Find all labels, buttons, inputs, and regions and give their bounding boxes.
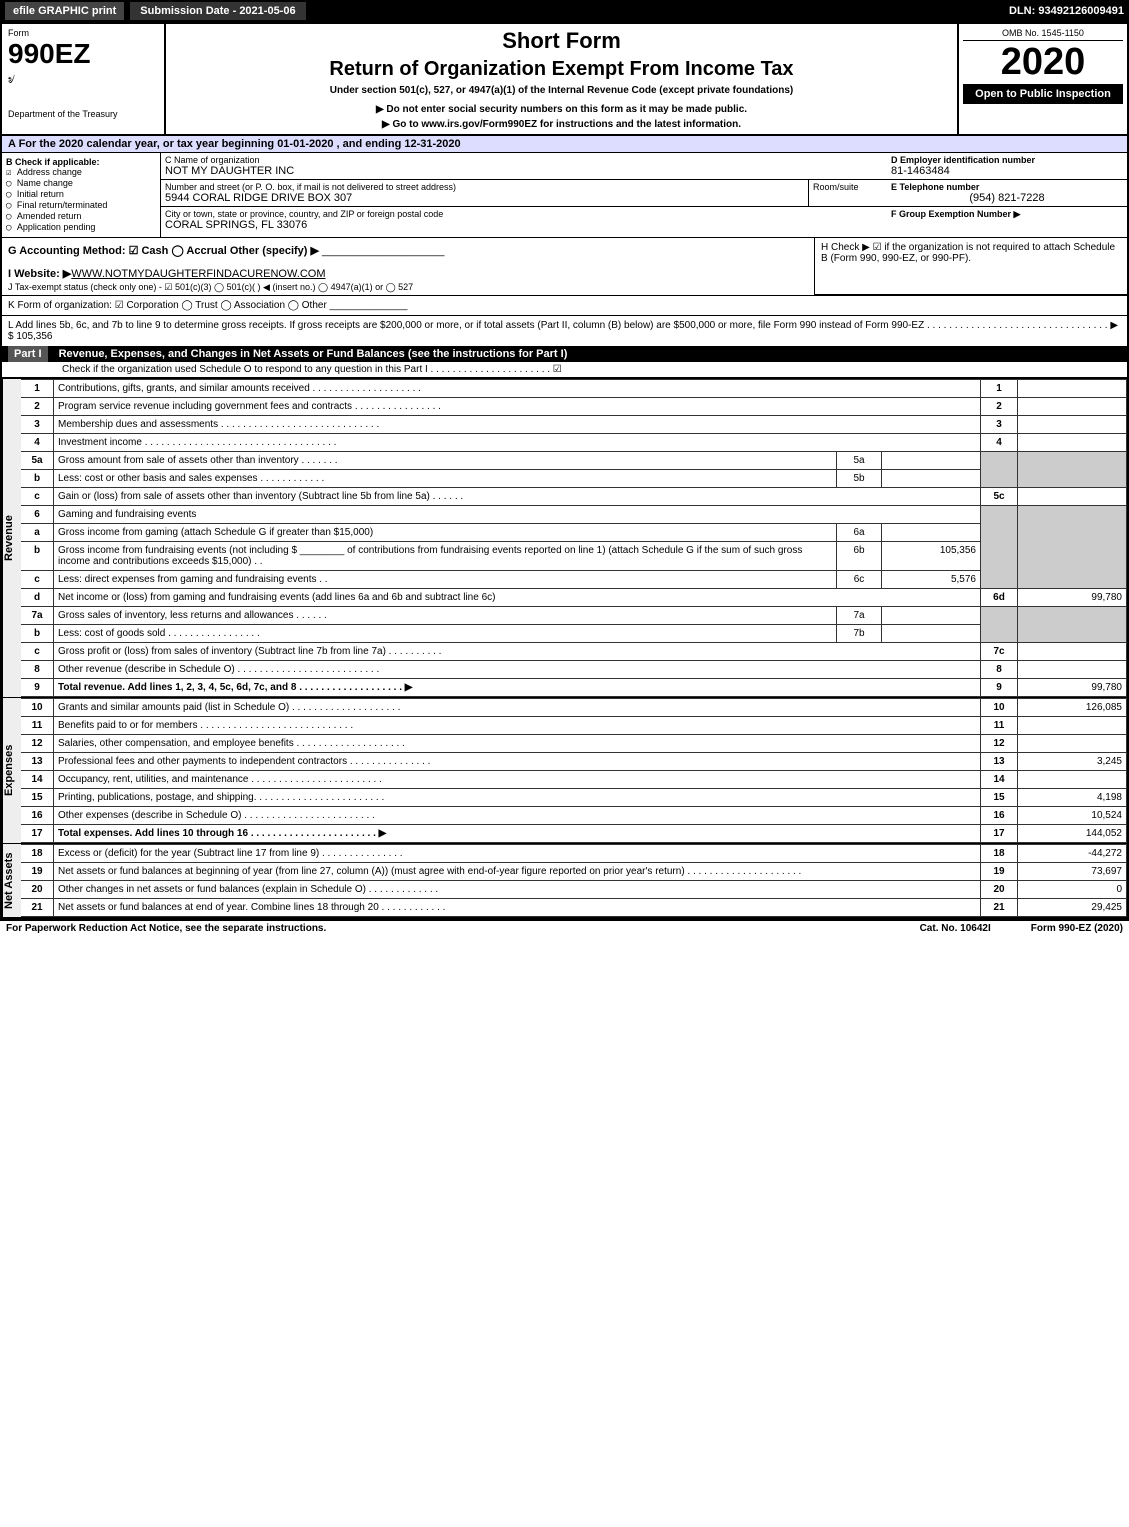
line-13: Professional fees and other payments to …	[54, 753, 981, 771]
val-6c: 5,576	[882, 571, 981, 589]
line-16: Other expenses (describe in Schedule O) …	[54, 807, 981, 825]
omb: OMB No. 1545-1150	[963, 28, 1123, 41]
ein-label: D Employer identification number	[891, 155, 1123, 165]
check-address[interactable]: ☑ Address change	[6, 167, 156, 178]
line-18: Excess or (deficit) for the year (Subtra…	[54, 845, 981, 863]
h-check: H Check ▶ ☑ if the organization is not r…	[814, 238, 1127, 295]
line-8: Other revenue (describe in Schedule O) .…	[54, 661, 981, 679]
line-5c: Gain or (loss) from sale of assets other…	[54, 488, 981, 506]
line-20: Other changes in net assets or fund bala…	[54, 881, 981, 899]
netassets-label: Net Assets	[2, 844, 21, 917]
line-14: Occupancy, rent, utilities, and maintena…	[54, 771, 981, 789]
dept-label: Department of the Treasury	[8, 109, 158, 119]
open-inspection: Open to Public Inspection	[963, 84, 1123, 104]
org-name: NOT MY DAUGHTER INC	[165, 165, 883, 177]
line-6b: Gross income from fundraising events (no…	[54, 542, 837, 571]
line-7a: Gross sales of inventory, less returns a…	[54, 607, 837, 625]
line-2: Program service revenue including govern…	[54, 398, 981, 416]
title-return: Return of Organization Exempt From Incom…	[170, 58, 953, 81]
accounting-method: G Accounting Method: ☑ Cash ◯ Accrual Ot…	[8, 244, 808, 257]
line-11: Benefits paid to or for members . . . . …	[54, 717, 981, 735]
period-line: A For the 2020 calendar year, or tax yea…	[2, 136, 1127, 153]
check-final[interactable]: ◯ Final return/terminated	[6, 200, 156, 211]
street: 5944 CORAL RIDGE DRIVE BOX 307	[165, 192, 804, 204]
part1-header: Part I Revenue, Expenses, and Changes in…	[2, 346, 1127, 362]
footer-left: For Paperwork Reduction Act Notice, see …	[6, 923, 326, 934]
line-3: Membership dues and assessments . . . . …	[54, 416, 981, 434]
line-5b: Less: cost or other basis and sales expe…	[54, 470, 837, 488]
line-21: Net assets or fund balances at end of ye…	[54, 899, 981, 917]
form-990ez: Form 990EZ ৶ Department of the Treasury …	[0, 22, 1129, 919]
line-9: Total revenue. Add lines 1, 2, 3, 4, 5c,…	[54, 679, 981, 697]
c-label: C Name of organization	[165, 155, 883, 165]
check-pending[interactable]: ◯ Application pending	[6, 222, 156, 233]
footer: For Paperwork Reduction Act Notice, see …	[0, 919, 1129, 936]
val-19: 73,697	[1018, 863, 1127, 881]
line-7c: Gross profit or (loss) from sales of inv…	[54, 643, 981, 661]
footer-cat: Cat. No. 10642I	[920, 923, 991, 934]
check-amended[interactable]: ◯ Amended return	[6, 211, 156, 222]
group-exempt-label: F Group Exemption Number ▶	[891, 209, 1123, 220]
val-10: 126,085	[1018, 699, 1127, 717]
val-21: 29,425	[1018, 899, 1127, 917]
val-9: 99,780	[1018, 679, 1127, 697]
line-5a: Gross amount from sale of assets other t…	[54, 452, 837, 470]
form-number: 990EZ	[8, 38, 158, 70]
line-19: Net assets or fund balances at beginning…	[54, 863, 981, 881]
tax-exempt-status: J Tax-exempt status (check only one) - ☑…	[8, 282, 808, 293]
efile-print-button[interactable]: efile GRAPHIC print	[5, 2, 124, 20]
expenses-label: Expenses	[2, 698, 21, 843]
warning: ▶ Do not enter social security numbers o…	[170, 104, 953, 115]
line-6c: Less: direct expenses from gaming and fu…	[54, 571, 837, 589]
website-row: I Website: ▶WWW.NOTMYDAUGHTERFINDACURENO…	[8, 267, 808, 280]
line-1: Contributions, gifts, grants, and simila…	[54, 380, 981, 398]
line-7b: Less: cost of goods sold . . . . . . . .…	[54, 625, 837, 643]
line-12: Salaries, other compensation, and employ…	[54, 735, 981, 753]
line-10: Grants and similar amounts paid (list in…	[54, 699, 981, 717]
val-17: 144,052	[1018, 825, 1127, 843]
room-label: Room/suite	[809, 180, 887, 206]
line-6a: Gross income from gaming (attach Schedul…	[54, 524, 837, 542]
title-short-form: Short Form	[170, 28, 953, 54]
check-name[interactable]: ◯ Name change	[6, 178, 156, 189]
street-label: Number and street (or P. O. box, if mail…	[165, 182, 804, 192]
footer-form: Form 990-EZ (2020)	[1031, 923, 1123, 934]
top-bar: efile GRAPHIC print Submission Date - 20…	[0, 0, 1129, 22]
line-6: Gaming and fundraising events	[54, 506, 981, 524]
submission-date: Submission Date - 2021-05-06	[130, 2, 305, 20]
val-15: 4,198	[1018, 789, 1127, 807]
val-6b: 105,356	[882, 542, 981, 571]
city: CORAL SPRINGS, FL 33076	[165, 219, 883, 231]
val-6d: 99,780	[1018, 589, 1127, 607]
val-20: 0	[1018, 881, 1127, 899]
city-label: City or town, state or province, country…	[165, 209, 883, 219]
goto-link[interactable]: ▶ Go to www.irs.gov/Form990EZ for instru…	[170, 119, 953, 130]
line-4: Investment income . . . . . . . . . . . …	[54, 434, 981, 452]
website-link[interactable]: WWW.NOTMYDAUGHTERFINDACURENOW.COM	[71, 268, 325, 280]
phone-label: E Telephone number	[891, 182, 1123, 192]
val-18: -44,272	[1018, 845, 1127, 863]
subtitle: Under section 501(c), 527, or 4947(a)(1)…	[170, 85, 953, 96]
val-13: 3,245	[1018, 753, 1127, 771]
dln: DLN: 93492126009491	[1009, 5, 1124, 17]
phone: (954) 821-7228	[891, 192, 1123, 204]
line-6d: Net income or (loss) from gaming and fun…	[54, 589, 981, 607]
ein: 81-1463484	[891, 165, 1123, 177]
val-16: 10,524	[1018, 807, 1127, 825]
k-form-org: K Form of organization: ☑ Corporation ◯ …	[2, 296, 1127, 316]
tax-year: 2020	[963, 41, 1123, 84]
b-label: B Check if applicable:	[6, 157, 156, 167]
part1-scho: Check if the organization used Schedule …	[2, 362, 1127, 378]
l-gross-receipts: L Add lines 5b, 6c, and 7b to line 9 to …	[2, 316, 1127, 346]
checkboxes-col: B Check if applicable: ☑ Address change …	[2, 153, 161, 237]
line-17: Total expenses. Add lines 10 through 16 …	[54, 825, 981, 843]
line-15: Printing, publications, postage, and shi…	[54, 789, 981, 807]
form-word: Form	[8, 28, 158, 38]
revenue-label: Revenue	[2, 379, 21, 697]
check-initial[interactable]: ◯ Initial return	[6, 189, 156, 200]
